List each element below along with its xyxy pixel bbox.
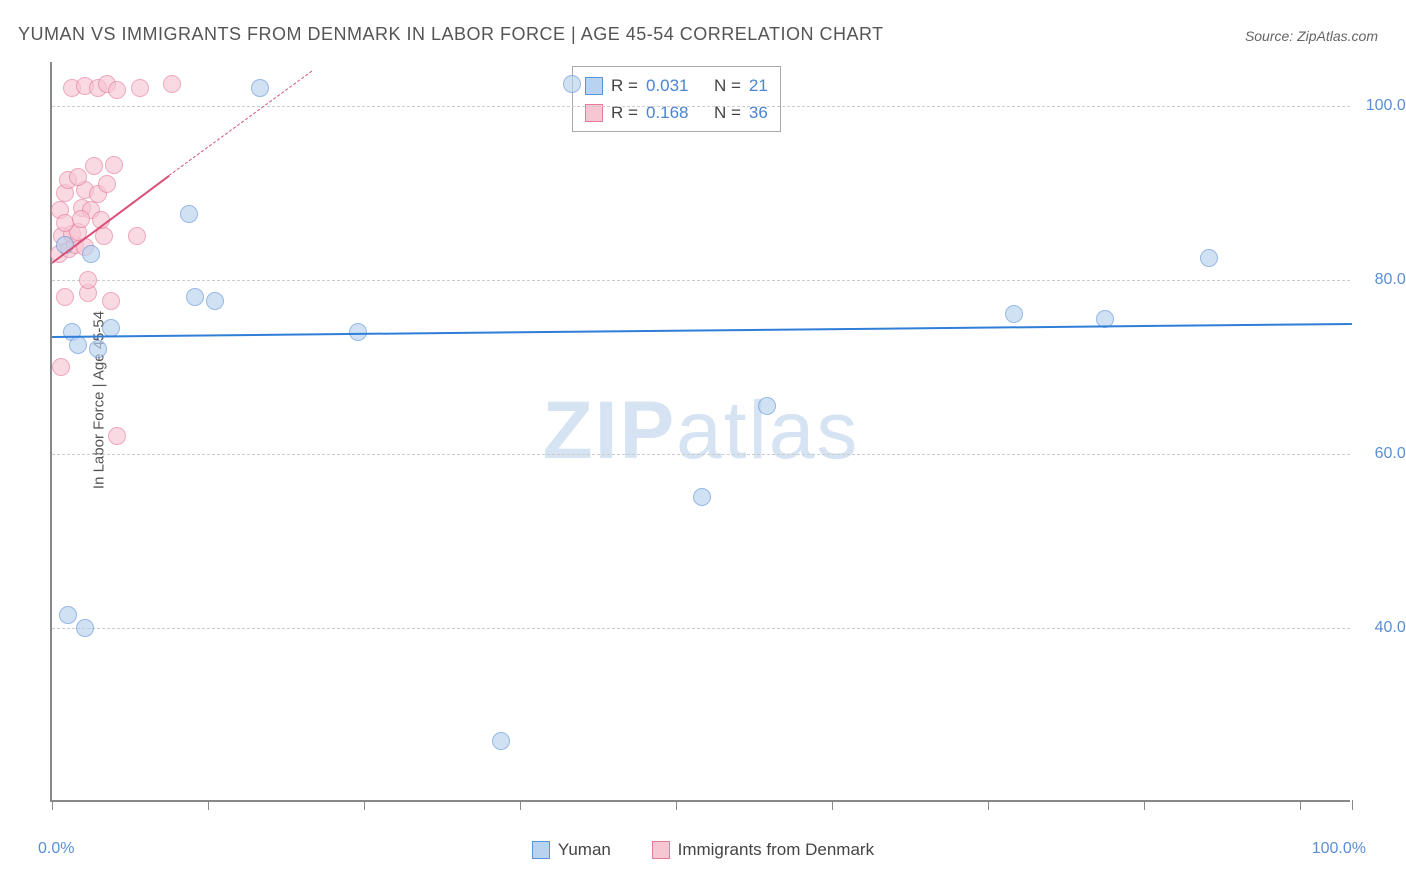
legend-stats-box: R = 0.031 N = 21 R = 0.168 N = 36 bbox=[572, 66, 781, 132]
data-point bbox=[131, 79, 149, 97]
data-point bbox=[52, 358, 70, 376]
gridline-h bbox=[52, 454, 1350, 455]
x-tick bbox=[1144, 800, 1145, 810]
x-tick bbox=[520, 800, 521, 810]
x-tick bbox=[1352, 800, 1353, 810]
gridline-h bbox=[52, 280, 1350, 281]
data-point bbox=[180, 205, 198, 223]
data-point bbox=[102, 292, 120, 310]
data-point bbox=[492, 732, 510, 750]
x-tick bbox=[988, 800, 989, 810]
data-point bbox=[108, 81, 126, 99]
r-value-yuman: 0.031 bbox=[646, 72, 689, 99]
data-point bbox=[563, 75, 581, 93]
swatch-denmark-bottom bbox=[652, 841, 670, 859]
data-point bbox=[1200, 249, 1218, 267]
x-tick bbox=[208, 800, 209, 810]
data-point bbox=[206, 292, 224, 310]
data-point bbox=[89, 340, 107, 358]
gridline-h bbox=[52, 106, 1350, 107]
data-point bbox=[85, 157, 103, 175]
watermark-text: ZIPatlas bbox=[543, 384, 860, 478]
data-point bbox=[82, 245, 100, 263]
data-point bbox=[105, 156, 123, 174]
data-point bbox=[163, 75, 181, 93]
data-point bbox=[102, 319, 120, 337]
x-tick bbox=[676, 800, 677, 810]
legend-item-denmark: Immigrants from Denmark bbox=[652, 840, 874, 860]
data-point bbox=[79, 271, 97, 289]
x-tick bbox=[832, 800, 833, 810]
data-point bbox=[693, 488, 711, 506]
data-point bbox=[98, 175, 116, 193]
data-point bbox=[1005, 305, 1023, 323]
data-point bbox=[69, 336, 87, 354]
data-point bbox=[128, 227, 146, 245]
gridline-h bbox=[52, 628, 1350, 629]
y-tick-label: 60.0% bbox=[1375, 445, 1406, 463]
legend-bottom: Yuman Immigrants from Denmark bbox=[0, 840, 1406, 864]
data-point bbox=[76, 619, 94, 637]
trend-line bbox=[52, 323, 1352, 338]
scatter-chart: ZIPatlas R = 0.031 N = 21 R = 0.168 N = … bbox=[50, 62, 1350, 802]
page-title: YUMAN VS IMMIGRANTS FROM DENMARK IN LABO… bbox=[18, 24, 884, 45]
r-value-denmark: 0.168 bbox=[646, 99, 689, 126]
data-point bbox=[108, 427, 126, 445]
y-tick-label: 80.0% bbox=[1375, 271, 1406, 289]
x-tick bbox=[364, 800, 365, 810]
trend-line-extension bbox=[169, 71, 313, 176]
data-point bbox=[59, 606, 77, 624]
legend-stats-row-yuman: R = 0.031 N = 21 bbox=[585, 72, 768, 99]
swatch-yuman bbox=[585, 77, 603, 95]
n-value-denmark: 36 bbox=[749, 99, 768, 126]
data-point bbox=[251, 79, 269, 97]
y-tick-label: 100.0% bbox=[1366, 97, 1406, 115]
data-point bbox=[758, 397, 776, 415]
y-tick-label: 40.0% bbox=[1375, 619, 1406, 637]
data-point bbox=[72, 210, 90, 228]
legend-stats-row-denmark: R = 0.168 N = 36 bbox=[585, 99, 768, 126]
x-tick bbox=[52, 800, 53, 810]
swatch-yuman-bottom bbox=[532, 841, 550, 859]
legend-item-yuman: Yuman bbox=[532, 840, 611, 860]
data-point bbox=[56, 288, 74, 306]
data-point bbox=[186, 288, 204, 306]
n-value-yuman: 21 bbox=[749, 72, 768, 99]
data-point bbox=[69, 168, 87, 186]
x-tick bbox=[1300, 800, 1301, 810]
source-attribution: Source: ZipAtlas.com bbox=[1245, 28, 1378, 44]
